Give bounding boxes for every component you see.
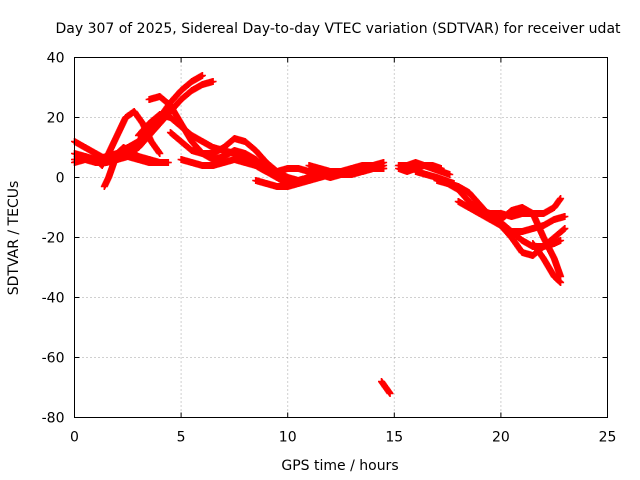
series-arc-21 (476, 195, 565, 220)
x-tick-label: 15 (385, 430, 403, 446)
data-point (561, 213, 569, 220)
series-arc-9 (177, 156, 292, 187)
series-arc-16 (395, 159, 445, 172)
y-tick-label: 0 (56, 171, 65, 187)
data-point (380, 165, 388, 172)
y-tick-label: -80 (42, 411, 65, 427)
data-point (198, 72, 206, 79)
x-tick-label: 0 (70, 430, 79, 446)
data-point (164, 159, 172, 166)
y-axis-label: SDTVAR / TECUs (6, 181, 22, 296)
data-point (446, 171, 454, 178)
data-point (557, 279, 565, 286)
y-tick-label: 40 (47, 51, 65, 67)
series-arc-14 (378, 378, 394, 397)
x-tick-label: 5 (177, 430, 186, 446)
data-point (557, 195, 565, 202)
axis-ticks: 0 5 10 15 20 25 -80 -60 -40 -20 0 20 40 (42, 51, 617, 446)
x-tick-label: 20 (492, 430, 510, 446)
data-marks (71, 72, 569, 397)
data-point (156, 150, 164, 157)
data-point (561, 225, 569, 232)
x-axis-label: GPS time / hours (281, 458, 398, 474)
x-tick-label: 25 (599, 430, 617, 446)
y-tick-label: -60 (42, 351, 65, 367)
plot-frame (74, 57, 608, 418)
data-point (209, 78, 217, 85)
data-point (380, 159, 388, 166)
x-tick-label: 10 (279, 430, 297, 446)
grid (74, 57, 608, 418)
y-tick-label: -40 (42, 291, 65, 307)
y-tick-label: -20 (42, 231, 65, 247)
data-point (437, 165, 445, 172)
series-arc-5 (71, 153, 164, 166)
series-arc-13 (305, 162, 388, 178)
data-point (156, 159, 164, 166)
y-tick-label: 20 (47, 111, 65, 127)
series-arc-23 (529, 240, 565, 286)
data-point (557, 237, 565, 244)
data-point (386, 390, 394, 397)
series-arc-20 (454, 198, 565, 280)
chart-title: Day 307 of 2025, Sidereal Day-to-day VTE… (55, 21, 621, 37)
